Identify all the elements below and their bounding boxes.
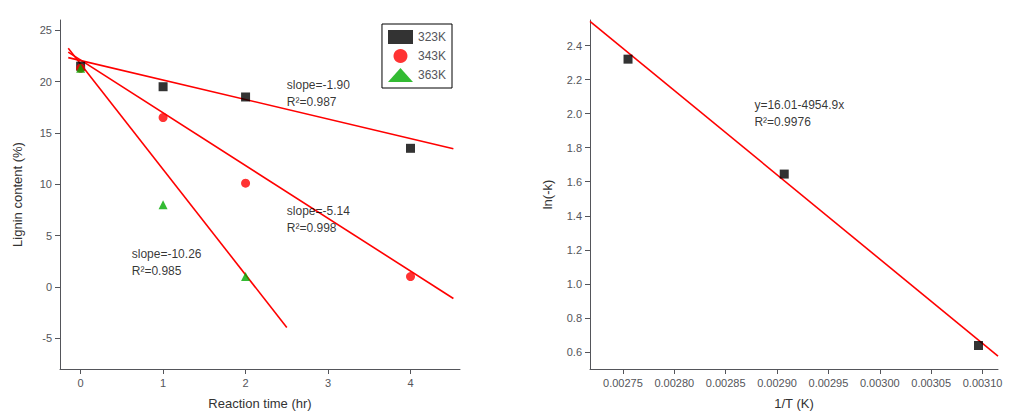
svg-text:1.0: 1.0 — [567, 278, 582, 290]
svg-text:363K: 363K — [418, 68, 446, 82]
svg-text:2.2: 2.2 — [567, 74, 582, 86]
svg-text:0.8: 0.8 — [567, 312, 582, 324]
svg-text:slope=-10.26: slope=-10.26 — [132, 247, 202, 261]
svg-text:0.00300: 0.00300 — [860, 377, 900, 389]
svg-text:343K: 343K — [418, 49, 446, 63]
svg-text:10: 10 — [40, 178, 52, 190]
svg-text:1.4: 1.4 — [567, 210, 582, 222]
svg-text:2.4: 2.4 — [567, 40, 582, 52]
svg-text:ln(-k): ln(-k) — [540, 180, 555, 210]
svg-text:slope=-1.90: slope=-1.90 — [287, 78, 350, 92]
svg-text:0.00275: 0.00275 — [603, 377, 643, 389]
svg-text:1: 1 — [160, 377, 166, 389]
svg-text:0: 0 — [78, 377, 84, 389]
svg-text:0.00290: 0.00290 — [757, 377, 797, 389]
svg-text:y=16.01-4954.9x: y=16.01-4954.9x — [754, 98, 844, 112]
svg-text:15: 15 — [40, 127, 52, 139]
svg-text:0.00285: 0.00285 — [706, 377, 746, 389]
svg-text:0.6: 0.6 — [567, 346, 582, 358]
svg-text:Lignin content (%): Lignin content (%) — [10, 142, 25, 247]
svg-text:323K: 323K — [418, 30, 446, 44]
svg-text:5: 5 — [46, 230, 52, 242]
svg-text:1.6: 1.6 — [567, 176, 582, 188]
svg-text:2: 2 — [243, 377, 249, 389]
svg-text:1.8: 1.8 — [567, 142, 582, 154]
svg-text:0.00305: 0.00305 — [911, 377, 951, 389]
svg-text:R²=0.9976: R²=0.9976 — [754, 115, 811, 129]
svg-text:R²=0.985: R²=0.985 — [132, 264, 182, 278]
svg-text:slope=-5.14: slope=-5.14 — [287, 204, 350, 218]
svg-text:0: 0 — [46, 281, 52, 293]
svg-text:R²=0.998: R²=0.998 — [287, 221, 337, 235]
svg-text:20: 20 — [40, 76, 52, 88]
svg-text:R²=0.987: R²=0.987 — [287, 95, 337, 109]
svg-text:0.00280: 0.00280 — [654, 377, 694, 389]
svg-text:1/T (K): 1/T (K) — [774, 396, 814, 411]
svg-text:1.2: 1.2 — [567, 244, 582, 256]
svg-text:Reaction time (hr): Reaction time (hr) — [208, 396, 311, 411]
svg-text:2.0: 2.0 — [567, 108, 582, 120]
svg-text:-5: -5 — [42, 332, 52, 344]
svg-text:25: 25 — [40, 24, 52, 36]
svg-text:0.00295: 0.00295 — [809, 377, 849, 389]
svg-text:4: 4 — [407, 377, 413, 389]
svg-text:0.00310: 0.00310 — [963, 377, 1003, 389]
svg-text:3: 3 — [325, 377, 331, 389]
